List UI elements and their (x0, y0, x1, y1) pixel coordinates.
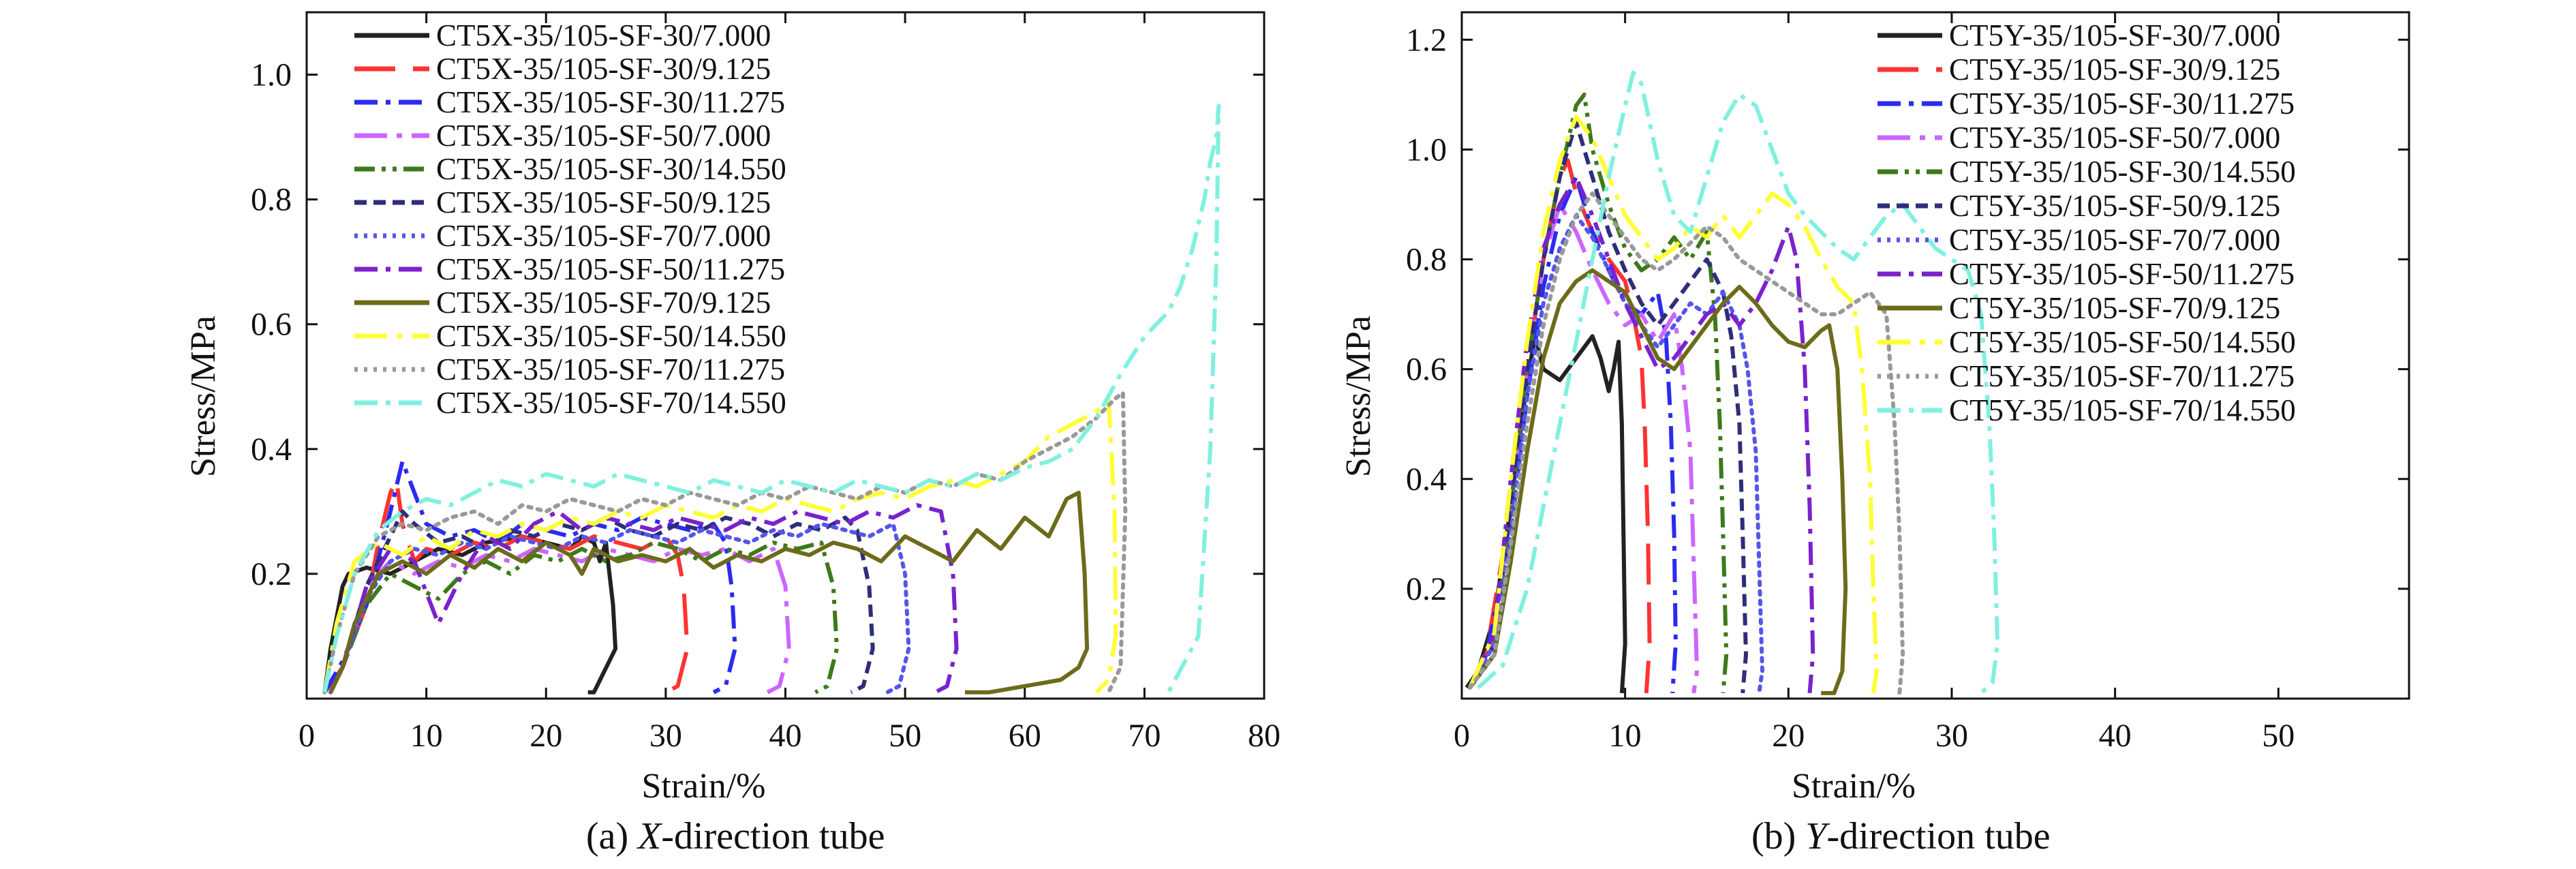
legend-label-1: CT5Y-35/105-SF-30/9.125 (1949, 52, 2280, 87)
legend-label-7: CT5Y-35/105-SF-50/11.275 (1949, 257, 2295, 291)
panel-caption-a-suffix: -direction tube (661, 815, 885, 857)
x-tick-label: 70 (1128, 718, 1161, 754)
y-tick-label: 1.0 (1406, 132, 1447, 168)
legend-label-0: CT5Y-35/105-SF-30/7.000 (1949, 18, 2280, 52)
x-tick-label: 20 (1772, 718, 1805, 754)
axes-0: 0 10 20 30 40 50 60 70 80 0.2 0.4 0.6 0.8 1.0 Strain/%… (184, 11, 1281, 806)
x-tick-label: 40 (769, 718, 802, 754)
series-line-2 (322, 459, 737, 695)
legend-label-11: CT5X-35/105-SF-70/14.550 (436, 386, 786, 420)
legend-label-1: CT5X-35/105-SF-30/9.125 (436, 52, 771, 86)
y-axis-label: Stress/MPa (184, 316, 223, 477)
legend-label-4: CT5X-35/105-SF-30/14.550 (436, 152, 786, 186)
x-axis-label: Strain/% (642, 767, 766, 806)
panel-caption-b-prefix: (b) (1751, 815, 1806, 857)
panel-caption-b-axis: Y (1805, 815, 1827, 857)
x-tick-label: 10 (1609, 718, 1642, 754)
panel-caption-a-prefix: (a) (586, 815, 639, 857)
series-group (1465, 70, 2000, 695)
series-line-7 (1468, 174, 1815, 694)
legend-label-2: CT5Y-35/105-SF-30/11.275 (1949, 87, 2295, 121)
y-tick-label: 0.8 (251, 182, 292, 218)
y-tick-label: 0.4 (1406, 461, 1447, 498)
series-line-4 (1468, 92, 1729, 694)
y-tick-label: 1.2 (1406, 22, 1447, 58)
y-tick-label: 1.0 (251, 57, 292, 93)
series-line-8 (328, 490, 1090, 695)
legend-label-3: CT5X-35/105-SF-50/7.000 (436, 119, 771, 153)
x-tick-label: 0 (298, 718, 315, 754)
series-line-9 (1468, 115, 1879, 694)
legend-label-10: CT5X-35/105-SF-70/11.275 (436, 352, 785, 386)
legend-label-11: CT5Y-35/105-SF-70/14.550 (1949, 393, 2296, 427)
series-line-10 (1468, 191, 1905, 695)
plot-frame (1460, 11, 2410, 700)
y-tick-label: 0.2 (1406, 571, 1447, 607)
panel-caption-a-axis: X (638, 815, 662, 857)
legend-label-10: CT5Y-35/105-SF-70/11.275 (1949, 359, 2295, 393)
legend-label-5: CT5X-35/105-SF-50/9.125 (436, 185, 771, 219)
legend-label-6: CT5X-35/105-SF-70/7.000 (436, 219, 771, 253)
legend-label-0: CT5X-35/105-SF-30/7.000 (436, 18, 771, 52)
x-tick-label: 80 (1248, 718, 1281, 754)
x-tick-label: 0 (1454, 718, 1470, 754)
series-line-0 (1465, 334, 1627, 694)
x-tick-label: 50 (2262, 718, 2295, 754)
series-line-6 (1468, 213, 1764, 695)
legend-label-4: CT5Y-35/105-SF-30/14.550 (1949, 155, 2296, 189)
panel-caption-a: (a) X-direction tube (586, 814, 885, 858)
legend-label-9: CT5X-35/105-SF-50/14.550 (436, 319, 786, 353)
legend-label-5: CT5Y-35/105-SF-50/9.125 (1949, 189, 2280, 223)
axes-1: 0 10 20 30 40 50 0.2 0.4 0.6 0.8 1.0 1.2 Strain/% Str… (1339, 11, 2410, 806)
legend-label-2: CT5X-35/105-SF-30/11.275 (436, 85, 785, 119)
legend: CT5X-35/105-SF-30/7.000CT5X-35/105-SF-30… (354, 18, 786, 420)
x-tick-label: 20 (530, 718, 562, 754)
series-line-4 (328, 540, 839, 695)
legend-label-9: CT5Y-35/105-SF-50/14.550 (1949, 325, 2296, 359)
series-line-9 (322, 397, 1118, 694)
series-line-11 (1476, 70, 2000, 695)
series-line-5 (1468, 120, 1748, 694)
y-tick-label: 0.2 (251, 556, 292, 592)
y-tick-label: 0.4 (251, 431, 292, 468)
legend-label-7: CT5X-35/105-SF-50/11.275 (436, 252, 785, 286)
series-group (322, 104, 1221, 695)
series-line-6 (328, 521, 911, 695)
x-axis-label: Strain/% (1792, 767, 1916, 806)
legend-label-8: CT5Y-35/105-SF-70/9.125 (1949, 291, 2280, 325)
series-line-11 (322, 104, 1221, 694)
y-axis-label: Stress/MPa (1339, 316, 1378, 477)
series-line-1 (322, 478, 690, 695)
series-line-7 (328, 503, 959, 695)
x-tick-label: 30 (1935, 718, 1968, 754)
legend-label-6: CT5Y-35/105-SF-70/7.000 (1949, 223, 2280, 257)
panel-caption-b: (b) Y-direction tube (1751, 814, 2051, 858)
x-tick-label: 50 (889, 718, 921, 754)
legend: CT5Y-35/105-SF-30/7.000CT5Y-35/105-SF-30… (1877, 18, 2296, 427)
y-tick-label: 0.6 (1406, 352, 1447, 388)
y-tick-label: 0.6 (251, 307, 292, 343)
x-tick-label: 60 (1009, 718, 1041, 754)
x-tick-label: 10 (410, 718, 443, 754)
legend-label-3: CT5Y-35/105-SF-50/7.000 (1949, 121, 2280, 155)
y-tick-label: 0.8 (1406, 242, 1447, 278)
x-tick-label: 40 (2099, 718, 2132, 754)
legend-label-8: CT5X-35/105-SF-70/9.125 (436, 286, 771, 320)
series-line-8 (1468, 268, 1848, 695)
panel-caption-b-suffix: -direction tube (1826, 815, 2051, 857)
x-tick-label: 30 (649, 718, 682, 754)
